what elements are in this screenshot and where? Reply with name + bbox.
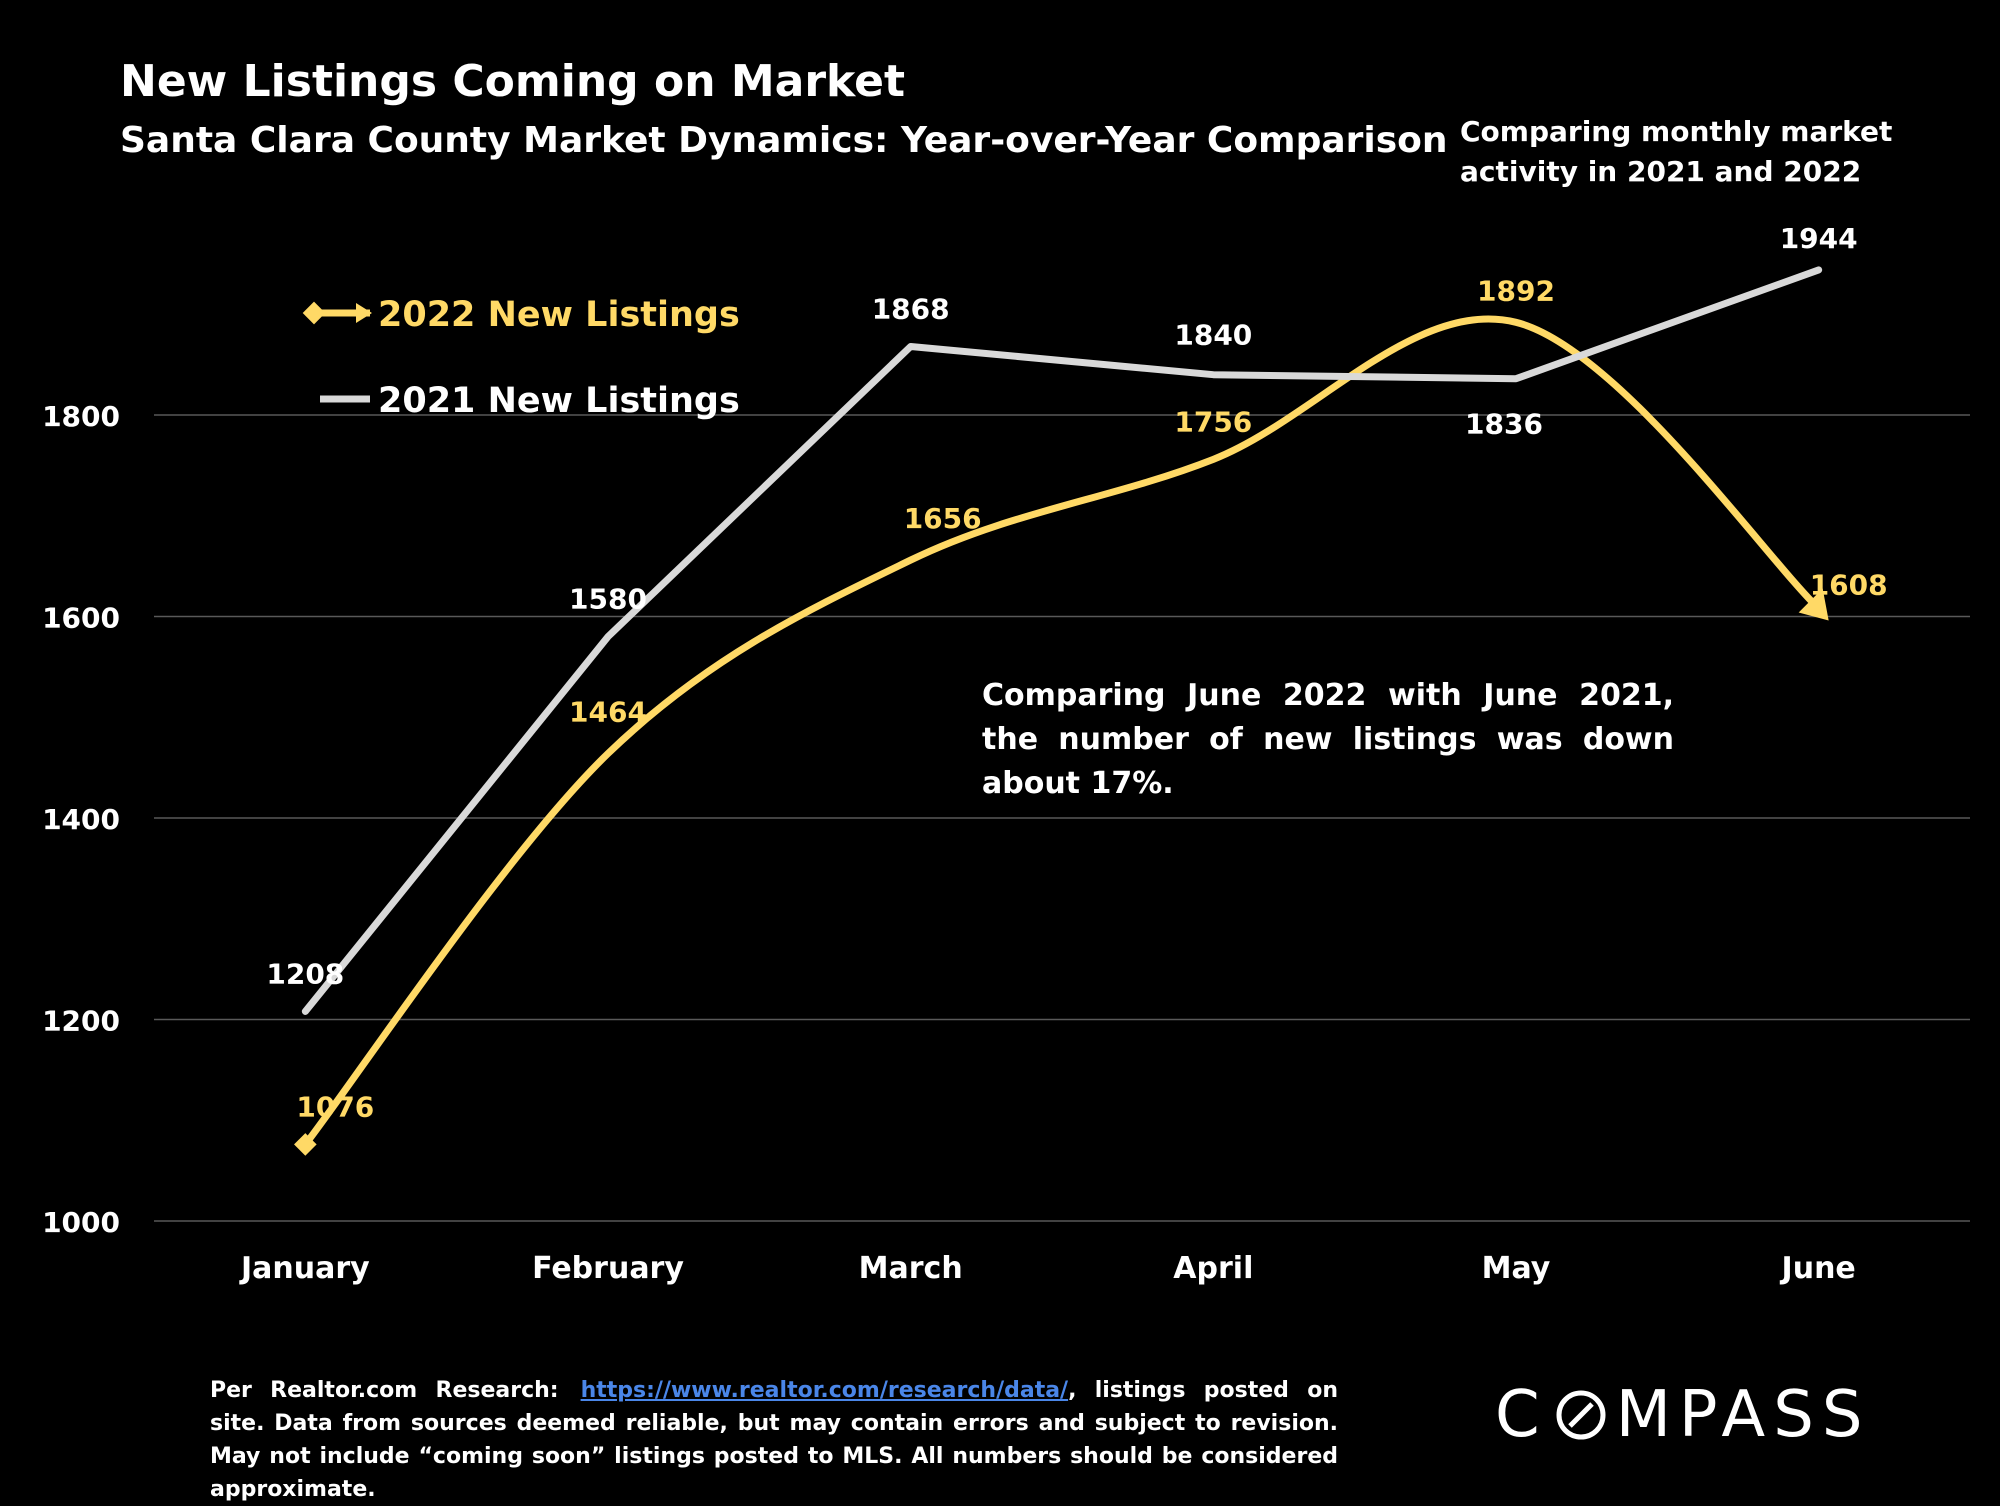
x-tick-label: March (859, 1251, 963, 1286)
y-tick-label: 1800 (42, 400, 120, 433)
data-label: 1836 (1465, 408, 1543, 441)
side-note: Comparing monthly market activity in 202… (1460, 115, 1893, 188)
data-label: 1756 (1174, 405, 1252, 438)
series-line-1 (301, 315, 1823, 1148)
data-label: 1868 (872, 292, 950, 325)
data-label: 1656 (904, 502, 982, 535)
data-labels: 1076 1464 1656 1756 1892 1608 1208 1580 1868 1840… (266, 222, 1887, 1124)
compass-o-icon (1556, 1390, 1606, 1440)
data-label: 1608 (1810, 568, 1888, 601)
data-label: 1208 (266, 957, 344, 990)
y-axis-ticks: 1000 1200 1400 1600 1800 (42, 400, 120, 1239)
compass-logo: C MPASS (1495, 1378, 1870, 1452)
series-line-2 (301, 266, 1823, 1015)
legend-label-2: 2021 New Listings (378, 381, 740, 421)
y-tick-label: 1600 (42, 602, 120, 635)
data-label: 1464 (569, 696, 647, 729)
line-chart: 1000 1200 1400 1600 1800 January February Marc… (42, 222, 1970, 1286)
chart-title: New Listings Coming on Market (120, 56, 905, 107)
legend-marker-diamond (302, 301, 326, 325)
x-axis-ticks: January February March April May June (239, 1251, 1856, 1286)
x-tick-label: May (1482, 1251, 1551, 1286)
series-lines (294, 266, 1829, 1156)
x-tick-label: April (1173, 1251, 1253, 1286)
data-label: 1892 (1477, 274, 1555, 307)
y-tick-label: 1200 (42, 1005, 120, 1038)
logo-text-end: MPASS (1615, 1378, 1871, 1452)
series-end-arrow (1798, 588, 1829, 621)
data-label: 1076 (296, 1090, 374, 1123)
x-tick-label: January (239, 1251, 370, 1286)
logo-text-start: C (1495, 1378, 1548, 1452)
legend: 2022 New Listings 2021 New Listings (302, 295, 740, 421)
grid-lines (154, 414, 1970, 1222)
data-label: 1944 (1780, 222, 1858, 255)
footer-suffix: , listings posted on site. Data from sou… (210, 1378, 1338, 1502)
x-tick-label: February (532, 1251, 684, 1286)
chart-subtitle: Santa Clara County Market Dynamics: Year… (120, 120, 1448, 161)
y-tick-label: 1400 (42, 803, 120, 836)
legend-marker-arrow (356, 303, 372, 323)
source-footer: Per Realtor.com Research: https://www.rea… (210, 1374, 1338, 1506)
legend-label-1: 2022 New Listings (378, 295, 740, 335)
footer-prefix: Per Realtor.com Research: (210, 1378, 559, 1403)
data-label: 1580 (569, 583, 647, 616)
x-tick-label: June (1780, 1251, 1856, 1286)
chart-annotation: Comparing June 2022 with June 2021, the … (982, 678, 1674, 801)
series-start-marker (294, 1133, 317, 1156)
data-label: 1840 (1174, 319, 1252, 352)
y-tick-label: 1000 (42, 1206, 120, 1239)
source-link[interactable]: https://www.realtor.com/research/data/ (580, 1378, 1069, 1403)
